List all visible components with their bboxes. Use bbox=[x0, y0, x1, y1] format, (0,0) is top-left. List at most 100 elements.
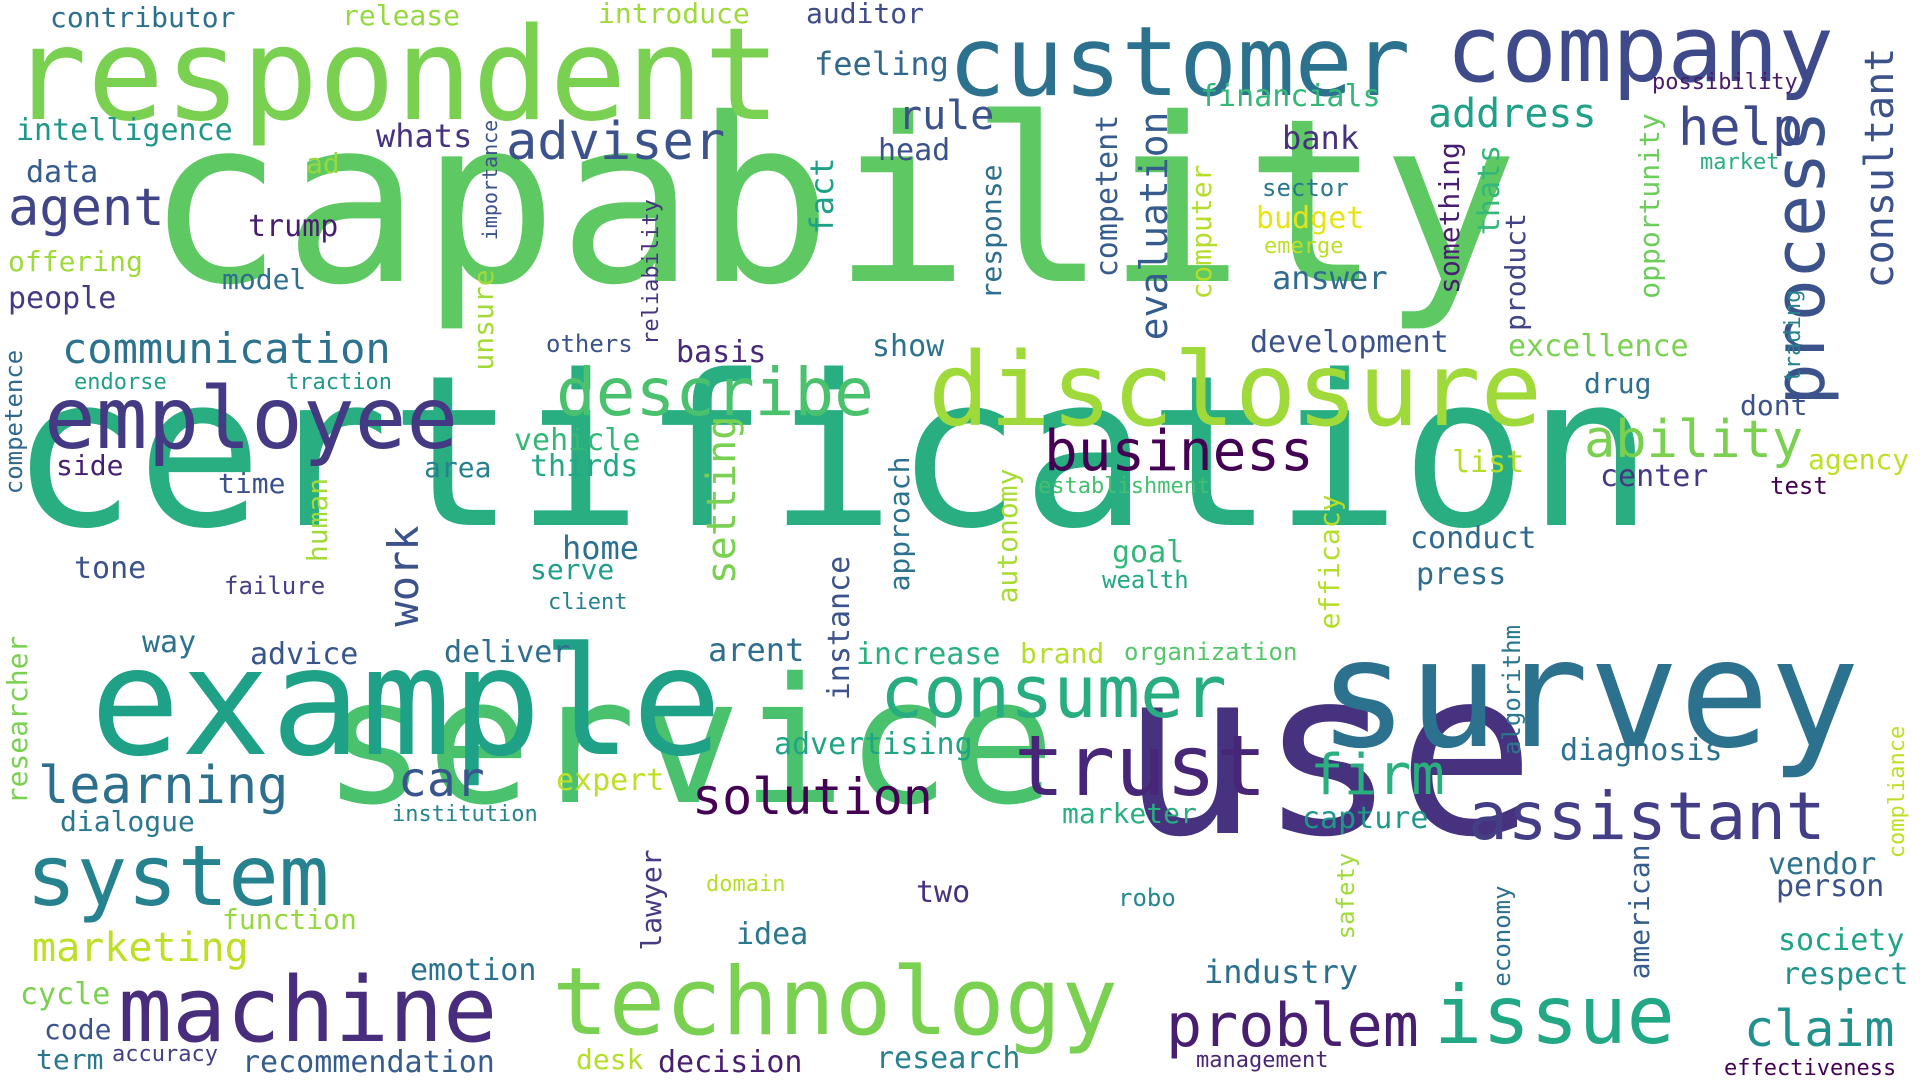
word-safety: safety bbox=[1332, 852, 1360, 940]
word-importance: importance bbox=[478, 119, 502, 241]
word-accuracy: accuracy bbox=[112, 1042, 218, 1067]
word-vendor: vendor bbox=[1768, 847, 1877, 882]
word-market: market bbox=[1700, 150, 1780, 175]
word-cycle: cycle bbox=[20, 977, 111, 1012]
word-function: function bbox=[222, 903, 357, 936]
word-answer: answer bbox=[1272, 259, 1388, 297]
word-head: head bbox=[878, 133, 951, 168]
word-marketing: marketing bbox=[32, 925, 249, 971]
word-agent: agent bbox=[8, 178, 165, 238]
word-list: list bbox=[1452, 445, 1525, 480]
word-recommendation: recommendation bbox=[242, 1045, 495, 1080]
word-tone: tone bbox=[74, 551, 147, 586]
word-financials: financials bbox=[1200, 79, 1381, 114]
word-dialogue: dialogue bbox=[60, 805, 195, 838]
word-possibility: possibility bbox=[1652, 70, 1798, 95]
word-show: show bbox=[872, 329, 945, 364]
word-way: way bbox=[142, 625, 197, 660]
word-economy: economy bbox=[1488, 885, 1516, 987]
word-society: society bbox=[1778, 923, 1905, 958]
word-system: system bbox=[26, 827, 330, 925]
word-time: time bbox=[218, 467, 286, 500]
word-person: person bbox=[1776, 869, 1885, 904]
word-idea: idea bbox=[736, 917, 809, 952]
word-data: data bbox=[26, 155, 99, 190]
word-trump: trump bbox=[248, 209, 339, 244]
word-efficacy: efficacy bbox=[1313, 494, 1346, 630]
word-compliance: compliance bbox=[1885, 725, 1910, 859]
word-term: term bbox=[36, 1043, 104, 1076]
word-unsure: unsure bbox=[467, 269, 500, 371]
word-feeling: feeling bbox=[814, 45, 949, 83]
word-client: client bbox=[548, 590, 628, 615]
word-respect: respect bbox=[1782, 957, 1909, 992]
word-human: human bbox=[301, 477, 334, 563]
word-car: car bbox=[398, 752, 485, 808]
word-intelligence: intelligence bbox=[16, 113, 233, 148]
word-increase: increase bbox=[856, 637, 1001, 672]
word-help: help bbox=[1678, 98, 1804, 158]
word-reliability: reliability bbox=[639, 199, 664, 345]
word-response: response bbox=[975, 164, 1008, 300]
word-people: people bbox=[8, 281, 117, 316]
word-two: two bbox=[916, 875, 971, 910]
word-work: work bbox=[379, 525, 428, 627]
word-competence: competence bbox=[0, 349, 28, 495]
word-service: service bbox=[322, 641, 1056, 844]
word-deliver: deliver bbox=[444, 635, 571, 670]
word-consumer: consumer bbox=[880, 650, 1227, 734]
word-diagnosis: diagnosis bbox=[1560, 733, 1723, 768]
word-establishment: establishment bbox=[1038, 474, 1211, 499]
word-advice: advice bbox=[250, 637, 359, 672]
word-describe: describe bbox=[556, 354, 874, 431]
word-consultant: consultant bbox=[1857, 47, 1903, 289]
word-goal: goal bbox=[1112, 535, 1185, 570]
word-vehicle: vehicle bbox=[514, 423, 641, 458]
word-auditor: auditor bbox=[806, 0, 925, 30]
word-expert: expert bbox=[556, 763, 665, 798]
word-drug: drug bbox=[1584, 367, 1652, 400]
word-endorse: endorse bbox=[74, 370, 167, 395]
word-marketer: marketer bbox=[1062, 797, 1197, 830]
word-failure: failure bbox=[224, 572, 326, 600]
word-brand: brand bbox=[1020, 637, 1105, 670]
word-setting: setting bbox=[699, 415, 745, 585]
word-certification: certification bbox=[10, 330, 1654, 575]
word-example: example bbox=[90, 616, 723, 790]
word-american: american bbox=[1623, 844, 1656, 980]
word-opportunity: opportunity bbox=[1633, 113, 1666, 299]
word-issue: issue bbox=[1434, 969, 1675, 1062]
word-development: development bbox=[1250, 325, 1449, 360]
word-trading: trading bbox=[1781, 289, 1806, 383]
word-model: model bbox=[222, 263, 307, 296]
word-technology: technology bbox=[552, 948, 1118, 1057]
word-area: area bbox=[424, 451, 492, 484]
word-rule: rule bbox=[898, 93, 995, 139]
word-budget: budget bbox=[1256, 201, 1365, 236]
word-side: side bbox=[56, 449, 124, 482]
word-product: product bbox=[1499, 212, 1532, 332]
word-something: something bbox=[1433, 142, 1466, 294]
word-decision: decision bbox=[658, 1045, 803, 1080]
word-disclosure: disclosure bbox=[928, 331, 1543, 450]
word-contributor: contributor bbox=[50, 1, 236, 34]
word-survey: survey bbox=[1318, 608, 1860, 782]
word-company: company bbox=[1446, 0, 1834, 103]
word-learning: learning bbox=[38, 756, 289, 816]
word-employee: employee bbox=[44, 369, 459, 469]
word-advertising: advertising bbox=[774, 727, 973, 762]
word-offering: offering bbox=[8, 245, 143, 278]
word-lawyer: lawyer bbox=[635, 849, 668, 951]
word-ability: ability bbox=[1584, 410, 1804, 470]
word-release: release bbox=[342, 0, 461, 32]
word-use: use bbox=[1120, 621, 1536, 888]
word-industry: industry bbox=[1204, 953, 1359, 991]
word-algorithm: algorithm bbox=[1498, 624, 1526, 756]
word-thirds: thirds bbox=[530, 449, 639, 484]
word-autonomy: autonomy bbox=[991, 468, 1024, 604]
word-bank: bank bbox=[1282, 119, 1360, 157]
word-code: code bbox=[44, 1013, 112, 1046]
word-dont: dont bbox=[1740, 389, 1808, 422]
word-others: others bbox=[546, 330, 633, 358]
